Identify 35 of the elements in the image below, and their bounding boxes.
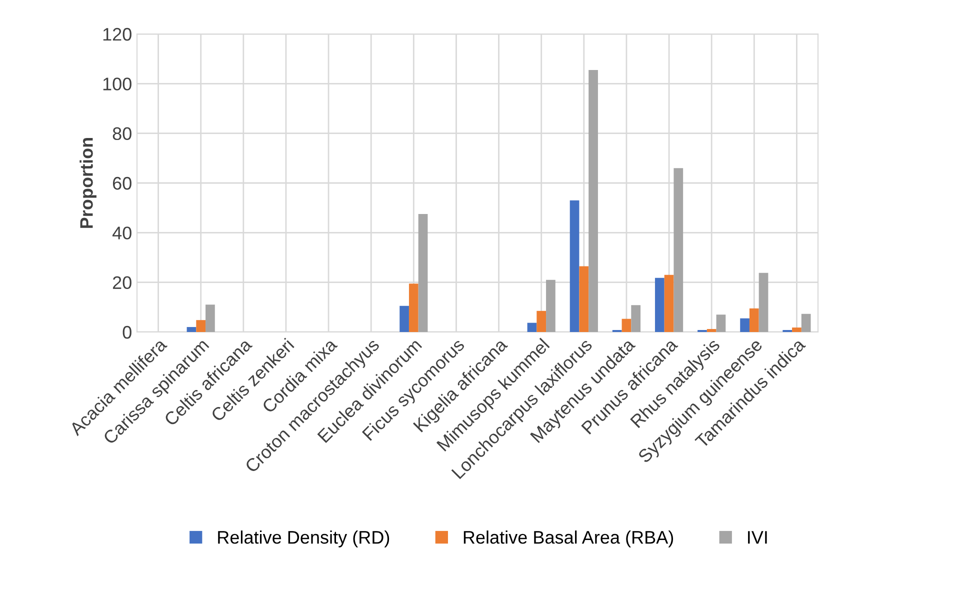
y-tick-label: 0: [122, 326, 132, 339]
legend-label: Relative Density (RD): [218, 530, 390, 548]
bar: [400, 306, 409, 332]
y-tick-label: 80: [112, 127, 132, 140]
legend-label: IVI: [748, 531, 767, 544]
bar: [631, 305, 641, 332]
bar: [570, 200, 580, 332]
bar: [418, 214, 428, 332]
y-tick-label: 100: [103, 78, 132, 90]
bar: [716, 314, 726, 332]
y-tick-label: 40: [112, 226, 132, 240]
bar: [527, 322, 537, 332]
legend-label: Relative Basal Area (RBA): [464, 530, 674, 548]
bar: [654, 278, 664, 332]
bar: [706, 329, 716, 332]
bar: [408, 284, 418, 332]
bar: [206, 304, 215, 332]
bar: [186, 327, 196, 332]
bar: [740, 318, 750, 332]
bar: [792, 328, 802, 332]
bar: [758, 272, 768, 332]
bar: [579, 266, 589, 332]
bar: [674, 168, 684, 332]
bar: [749, 308, 759, 332]
y-tick-label: 60: [112, 176, 132, 190]
y-axis-title: Proportion: [80, 138, 96, 228]
bar: [196, 320, 206, 332]
bar: [664, 274, 674, 332]
y-tick-label: 20: [112, 276, 132, 290]
bar: [801, 314, 811, 332]
bar: [622, 318, 632, 332]
y-tick-label: 120: [103, 28, 132, 41]
bar: [536, 310, 546, 332]
bar: [546, 280, 556, 332]
bar: [588, 70, 598, 332]
